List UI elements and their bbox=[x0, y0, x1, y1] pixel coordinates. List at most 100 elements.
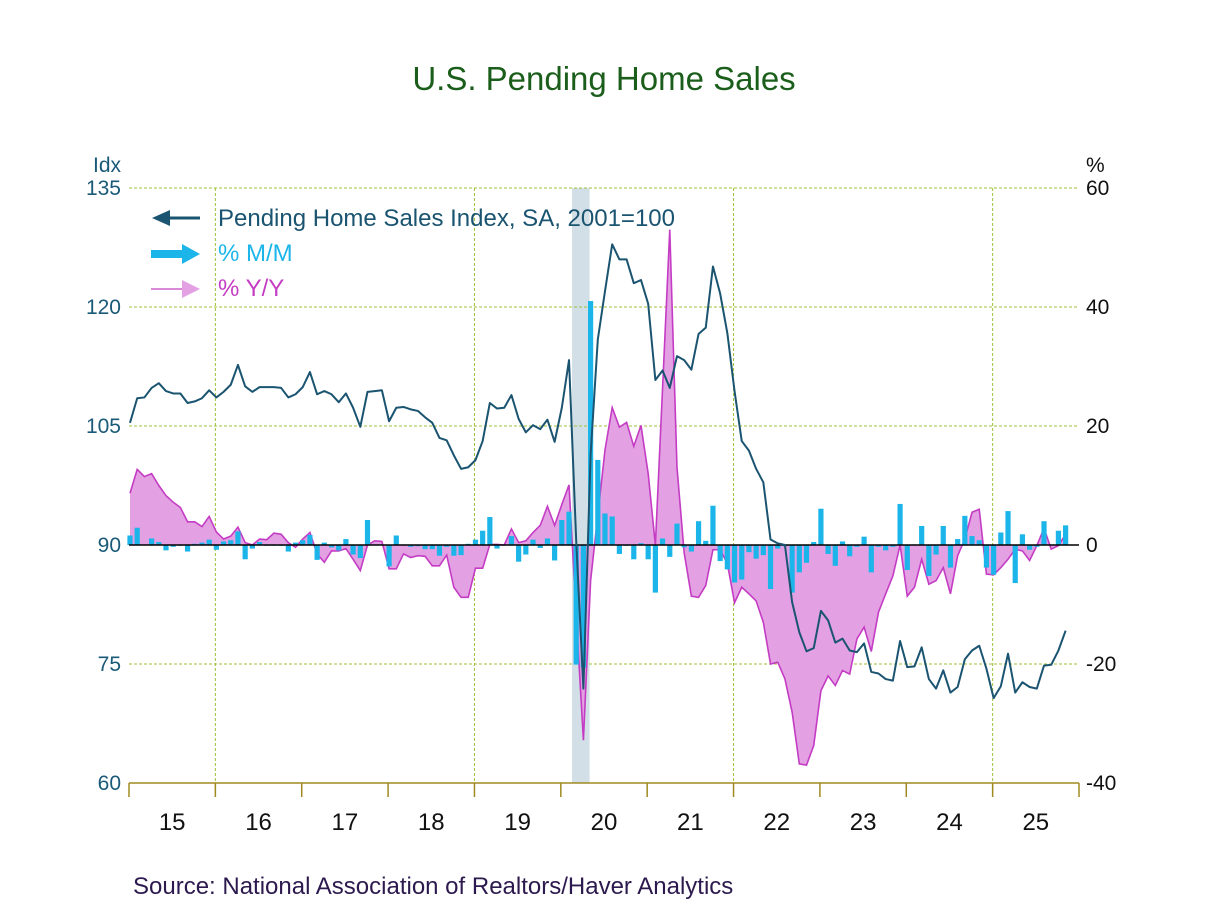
mm-bar bbox=[717, 545, 723, 562]
mm-bar bbox=[422, 545, 428, 550]
mm-bar bbox=[667, 545, 673, 557]
mm-bar bbox=[523, 545, 529, 555]
mm-bar bbox=[998, 532, 1004, 545]
mm-bar bbox=[494, 545, 500, 549]
mm-bar bbox=[235, 531, 241, 545]
mm-bar bbox=[566, 511, 572, 545]
legend-label-yy: % Y/Y bbox=[218, 275, 284, 302]
left-axis-unit: Idx bbox=[93, 154, 122, 177]
mm-bar bbox=[1027, 545, 1033, 550]
mm-bar bbox=[480, 530, 486, 545]
mm-bar bbox=[559, 520, 565, 545]
mm-bars-layer bbox=[127, 301, 1069, 668]
mm-bar bbox=[444, 545, 450, 547]
right-tick-label: 0 bbox=[1086, 534, 1098, 557]
mm-bar bbox=[897, 503, 903, 545]
mm-bar bbox=[386, 545, 392, 567]
mm-bar bbox=[544, 538, 551, 545]
axes: 135 120 105 90 75 60 60 40 20 0 -20 -40 15 16 17 18 19 20… bbox=[86, 177, 1116, 836]
mm-bar bbox=[825, 545, 831, 554]
mm-bar bbox=[328, 545, 335, 548]
index-line bbox=[129, 243, 1067, 700]
mm-bar bbox=[508, 536, 515, 545]
x-tick-label: 23 bbox=[850, 809, 877, 836]
mm-bar bbox=[933, 545, 939, 555]
mm-bar bbox=[321, 542, 327, 545]
mm-bar bbox=[962, 515, 968, 545]
mm-bar bbox=[753, 545, 759, 559]
mm-bar bbox=[976, 540, 982, 545]
mm-bar bbox=[796, 545, 802, 573]
mm-bar bbox=[803, 545, 810, 563]
mm-bar bbox=[1041, 521, 1047, 545]
mm-bar bbox=[724, 545, 730, 570]
mm-bar bbox=[839, 541, 846, 545]
mm-bar bbox=[609, 516, 615, 545]
legend-label-index: Pending Home Sales Index, SA, 2001=100 bbox=[218, 205, 675, 232]
mm-bar bbox=[1019, 534, 1026, 545]
arrow-right-icon-head bbox=[182, 244, 200, 264]
mm-bar bbox=[220, 541, 227, 545]
mm-bar bbox=[703, 540, 709, 545]
mm-bar bbox=[760, 545, 766, 556]
mm-bar bbox=[847, 545, 853, 557]
mm-bar bbox=[919, 525, 925, 545]
mm-bar bbox=[818, 508, 824, 545]
left-tick-label: 90 bbox=[98, 534, 121, 557]
mm-bar bbox=[472, 539, 479, 545]
mm-bar bbox=[1063, 525, 1069, 545]
right-axis-unit: % bbox=[1086, 154, 1105, 177]
left-tick-label: 105 bbox=[86, 415, 121, 438]
legend: Pending Home Sales Index, SA, 2001=100 %… bbox=[151, 205, 675, 302]
mm-bar bbox=[631, 545, 637, 560]
mm-bar bbox=[602, 513, 608, 545]
x-tick-label: 22 bbox=[763, 809, 790, 836]
mm-bar bbox=[739, 545, 745, 580]
mm-bar bbox=[991, 545, 997, 575]
mm-bar bbox=[588, 301, 594, 545]
mm-bar bbox=[127, 535, 133, 545]
left-tick-label: 60 bbox=[98, 772, 121, 795]
mm-bar bbox=[1055, 530, 1062, 545]
mm-bar bbox=[595, 459, 601, 545]
mm-bar bbox=[832, 545, 838, 566]
mm-bar bbox=[314, 545, 320, 560]
mm-bar bbox=[883, 545, 889, 551]
mm-bar bbox=[134, 527, 140, 545]
mm-bar bbox=[256, 542, 263, 545]
legend-item-index: Pending Home Sales Index, SA, 2001=100 bbox=[152, 205, 675, 232]
mm-bar bbox=[695, 521, 702, 545]
x-tick-label: 21 bbox=[677, 809, 704, 836]
legend-item-yy: % Y/Y bbox=[151, 275, 284, 302]
mm-bar bbox=[343, 539, 349, 545]
mm-bar bbox=[163, 545, 169, 551]
mm-bar bbox=[969, 536, 975, 545]
gridlines bbox=[129, 187, 1079, 783]
right-tick-label: 60 bbox=[1086, 177, 1109, 200]
mm-bar bbox=[530, 539, 536, 545]
mm-bar bbox=[292, 542, 299, 545]
mm-bar bbox=[861, 536, 867, 545]
mm-bar bbox=[681, 545, 687, 548]
mm-bar bbox=[659, 538, 666, 545]
mm-bar bbox=[616, 545, 622, 554]
mm-bar bbox=[947, 545, 954, 568]
mm-bar bbox=[285, 545, 291, 552]
mm-bar bbox=[746, 545, 752, 553]
left-tick-label: 75 bbox=[98, 653, 121, 676]
mm-bar bbox=[1005, 511, 1011, 545]
right-tick-label: 20 bbox=[1086, 415, 1109, 438]
mm-bar bbox=[451, 545, 457, 556]
mm-bar bbox=[184, 545, 191, 552]
legend-label-mm: % M/M bbox=[218, 240, 293, 267]
mm-bar bbox=[926, 545, 932, 576]
index-line-layer bbox=[129, 243, 1067, 700]
mm-bar bbox=[775, 545, 781, 549]
mm-bar bbox=[674, 523, 680, 545]
mm-bar bbox=[710, 505, 716, 545]
mm-bar bbox=[487, 517, 493, 545]
mm-bar bbox=[170, 545, 176, 547]
mm-bar bbox=[156, 542, 162, 545]
mm-bar bbox=[429, 545, 435, 550]
